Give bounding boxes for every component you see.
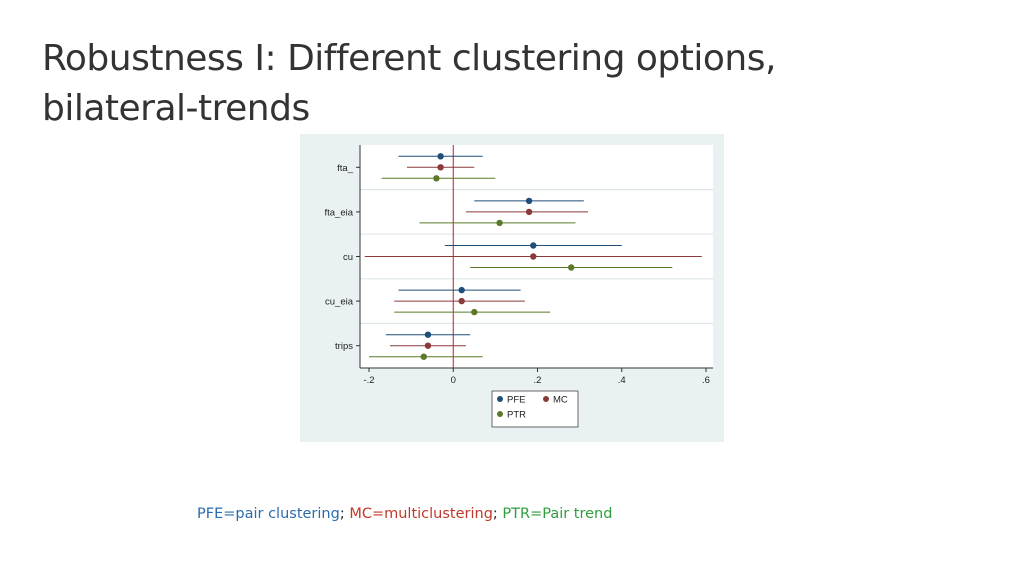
- point-estimate: [530, 253, 537, 260]
- legend-marker: [497, 396, 503, 402]
- point-estimate: [525, 197, 533, 205]
- y-tick-label: cu: [343, 252, 353, 263]
- legend-marker: [543, 396, 549, 402]
- x-tick-label: .6: [702, 375, 710, 386]
- title-line-2: bilateral-trends: [42, 88, 310, 129]
- point-estimate: [458, 286, 465, 294]
- legend-caption: PFE=pair clustering; MC=multiclustering;…: [197, 506, 612, 522]
- x-tick-label: .2: [534, 375, 542, 386]
- x-tick-label: .4: [618, 375, 626, 386]
- point-estimate: [458, 297, 465, 305]
- y-tick-label: fta_eia: [324, 207, 353, 218]
- point-estimate: [433, 175, 440, 182]
- point-estimate: [496, 219, 503, 227]
- legend-label: MC: [553, 395, 568, 406]
- point-estimate: [530, 242, 537, 249]
- y-tick-label: cu_eia: [325, 297, 354, 308]
- caption-pfe: PFE=pair clustering: [197, 506, 340, 522]
- caption-separator: ;: [492, 506, 498, 522]
- legend-label: PFE: [507, 395, 525, 406]
- point-estimate: [424, 331, 432, 338]
- point-estimate: [437, 153, 444, 160]
- title-line-1: Robustness I: Different clustering optio…: [42, 38, 776, 79]
- caption-mc: MC=multiclustering: [344, 506, 493, 522]
- caption-separator: ;: [339, 506, 345, 522]
- legend-marker: [497, 411, 503, 417]
- legend-box: [491, 390, 579, 428]
- point-estimate: [420, 353, 427, 360]
- y-tick-label: trips: [335, 341, 353, 352]
- point-estimate: [437, 164, 444, 171]
- point-estimate: [568, 264, 575, 271]
- legend-label: PTR: [507, 410, 526, 421]
- caption-ptr: PTR=Pair trend: [497, 506, 613, 522]
- x-tick-label: -.2: [363, 375, 374, 386]
- point-estimate: [424, 342, 432, 349]
- x-tick-label: 0: [451, 375, 456, 386]
- point-estimate: [471, 308, 478, 316]
- y-tick-label: fta_: [337, 163, 354, 174]
- slide-title: Robustness I: Different clustering optio…: [42, 34, 942, 134]
- point-estimate: [525, 208, 533, 216]
